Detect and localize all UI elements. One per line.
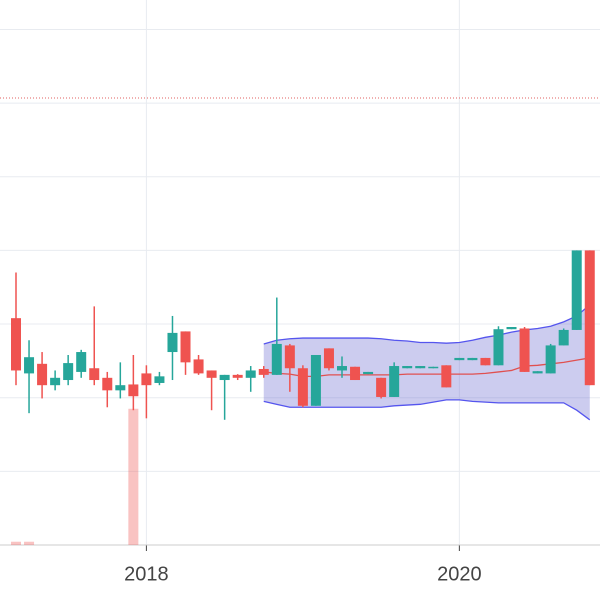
- candle-body: [428, 366, 439, 369]
- candle-body: [219, 374, 230, 381]
- candle-body: [545, 345, 556, 374]
- candle-body: [323, 348, 334, 369]
- candle-body: [232, 374, 243, 378]
- candle-body: [37, 363, 48, 386]
- candle-body: [284, 345, 295, 369]
- candle-body: [337, 366, 347, 371]
- candle-body: [363, 371, 374, 375]
- candle-body: [584, 250, 595, 386]
- volume-bar: [128, 408, 139, 545]
- candle-body: [571, 250, 582, 330]
- x-tick-label: 2018: [124, 563, 169, 585]
- band-fill: [263, 304, 590, 420]
- band-upper: [263, 304, 591, 345]
- candle-body: [480, 357, 491, 366]
- candle-body: [115, 385, 126, 391]
- candle-body: [24, 357, 35, 374]
- candle-body: [11, 318, 21, 371]
- candle-body: [297, 368, 308, 406]
- candle-body: [415, 366, 426, 369]
- candle-body: [271, 343, 282, 375]
- candle-body: [141, 373, 152, 386]
- candle-body: [532, 371, 543, 374]
- candle-body: [128, 384, 139, 397]
- candle-body: [89, 368, 100, 381]
- candle-body: [245, 370, 256, 378]
- candle-body: [376, 377, 387, 397]
- volume-bar: [24, 541, 35, 545]
- candle-body: [258, 368, 269, 375]
- candle-body: [180, 331, 191, 363]
- candle-body: [154, 376, 165, 383]
- candle-body: [493, 329, 504, 366]
- volume-bar: [11, 541, 21, 545]
- candle-body: [506, 327, 517, 330]
- x-tick-label: 2020: [437, 563, 482, 585]
- candle-body: [50, 377, 61, 386]
- band-lower: [263, 399, 591, 421]
- candle-body: [389, 366, 400, 397]
- candle-body: [102, 377, 113, 391]
- candle-body: [558, 329, 569, 346]
- candle-body: [441, 365, 452, 388]
- candle-body: [467, 357, 478, 361]
- candle-body: [310, 354, 321, 406]
- candle-body: [206, 370, 217, 378]
- candle-body: [402, 366, 413, 369]
- candle-body: [76, 352, 87, 372]
- candle-body: [519, 328, 530, 372]
- candle-body: [63, 363, 74, 381]
- candle-body: [454, 357, 465, 361]
- candle-body: [193, 359, 204, 374]
- candle-body: [350, 366, 361, 381]
- candle-body: [167, 332, 178, 353]
